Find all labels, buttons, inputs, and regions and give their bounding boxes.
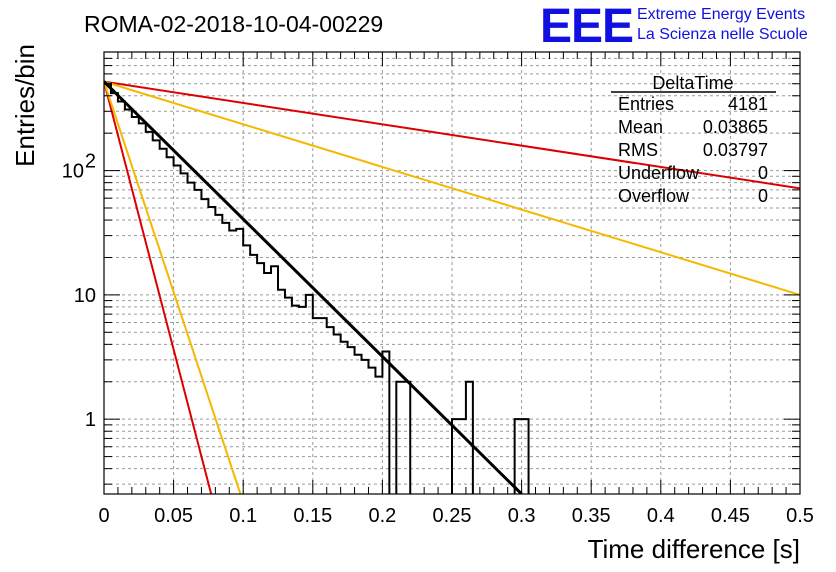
x-tick-label: 0.15	[293, 505, 332, 527]
x-tick-label: 0.4	[647, 505, 675, 527]
stats-value-mean: 0.03865	[703, 117, 768, 137]
y-tick-label: 1	[85, 409, 96, 431]
logo-line-2: La Scienza nelle Scuole	[637, 26, 808, 43]
eee-logo: EEE	[540, 0, 633, 53]
fit-line	[104, 80, 523, 494]
stats-value-overflow: 0	[758, 186, 768, 206]
x-axis-title: Time difference [s]	[588, 534, 800, 564]
curve-orange-fast	[104, 81, 242, 494]
logo-line-1: Extreme Energy Events	[637, 6, 805, 23]
x-tick-label: 0.45	[711, 505, 750, 527]
x-tick-label: 0.1	[229, 505, 257, 527]
stats-label-mean: Mean	[618, 117, 663, 137]
x-tick-label: 0	[98, 505, 109, 527]
curve-orange-slow	[104, 80, 800, 296]
stats-label-entries: Entries	[618, 94, 674, 114]
run-title: ROMA-02-2018-10-04-00229	[84, 11, 383, 37]
curve-red-slow	[104, 80, 800, 190]
x-tick-labels: 0 0.05 0.1 0.15 0.2 0.25 0.3 0.35 0.4 0.45 0.5	[98, 505, 813, 527]
stats-box-title: DeltaTime	[652, 73, 733, 93]
histogram-series	[104, 82, 530, 494]
x-tick-label: 0.25	[433, 505, 472, 527]
stats-label-underflow: Underflow	[618, 163, 700, 183]
stats-label-overflow: Overflow	[618, 186, 690, 206]
y-tick-exponent: 2	[85, 151, 96, 173]
stats-value-rms: 0.03797	[703, 140, 768, 160]
y-tick-label: 10	[74, 285, 96, 307]
y-axis-title: Entries/bin	[10, 44, 40, 167]
stats-value-underflow: 0	[758, 163, 768, 183]
model-curves	[104, 80, 800, 494]
x-tick-label: 0.5	[786, 505, 814, 527]
stats-label-rms: RMS	[618, 140, 658, 160]
y-tick-label: 10	[62, 161, 84, 183]
x-tick-label: 0.2	[368, 505, 396, 527]
x-tick-label: 0.05	[154, 505, 193, 527]
stats-box: DeltaTime Entries 4181 Mean 0.03865 RMS …	[611, 73, 776, 206]
curve-red-fast	[104, 81, 213, 494]
x-tick-label: 0.3	[508, 505, 536, 527]
axis-ticks	[103, 52, 801, 494]
x-tick-label: 0.35	[572, 505, 611, 527]
stats-value-entries: 4181	[728, 94, 768, 114]
